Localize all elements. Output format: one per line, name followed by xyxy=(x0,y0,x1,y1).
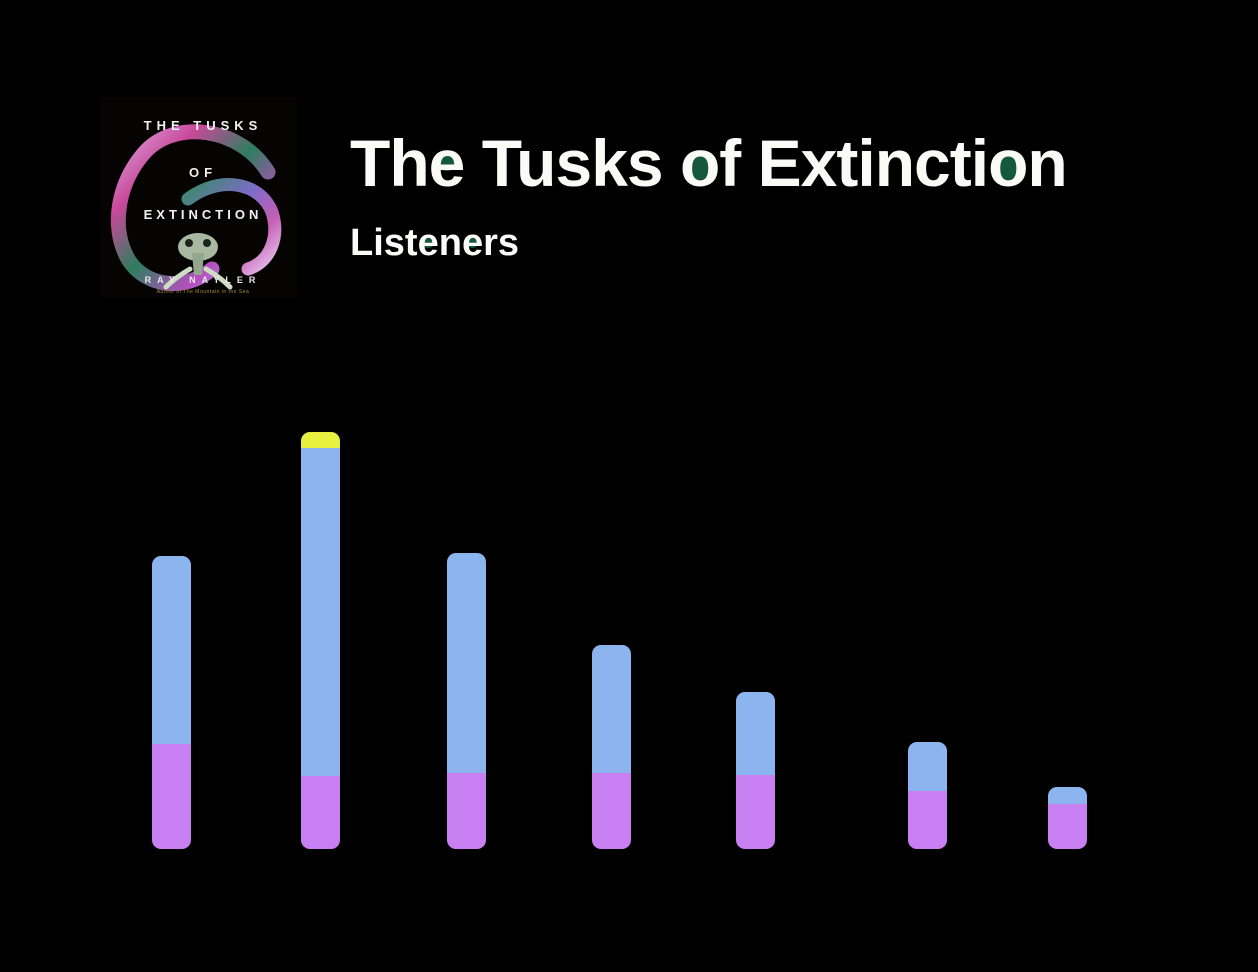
green-counter-letter: e xyxy=(461,222,484,264)
bar-segment-blue xyxy=(152,556,191,744)
green-counter-letter: e xyxy=(428,126,466,200)
stacked-bar xyxy=(1048,787,1087,849)
stacked-bar xyxy=(908,742,947,849)
bar-segment-blue xyxy=(736,692,775,775)
cover-title-line2: OF xyxy=(189,165,217,180)
bar-segment-purple xyxy=(908,791,947,849)
bar-segment-purple xyxy=(301,776,340,849)
green-counter-letter: e xyxy=(417,222,439,264)
bar-segment-purple xyxy=(152,744,191,849)
cover-author: RAY NAYLER xyxy=(145,275,262,285)
bar-segment-purple xyxy=(736,775,775,849)
page-title: The Tusks of Extinction xyxy=(350,126,1068,200)
stacked-bar xyxy=(152,556,191,849)
cover-title-line1: THE TUSKS xyxy=(144,118,263,133)
bar-segment-purple xyxy=(1048,804,1087,849)
book-cover: THE TUSKS OF EXTINCTION RAY NAYLER Autho… xyxy=(100,97,297,297)
bar-segment-yellow xyxy=(301,432,340,448)
book-cover-art: THE TUSKS OF EXTINCTION RAY NAYLER Autho… xyxy=(100,97,297,297)
bar-segment-purple xyxy=(592,773,631,849)
bar-segment-purple xyxy=(447,773,486,849)
page-subtitle: Listeners xyxy=(350,222,520,264)
outer-tusk-illustration xyxy=(110,124,276,291)
bar-segment-blue xyxy=(908,742,947,791)
stacked-bar xyxy=(736,692,775,849)
inner-tusk-illustration xyxy=(181,178,282,276)
green-counter-letter: o xyxy=(988,126,1028,200)
mammoth-skull-illustration xyxy=(163,233,233,290)
stacked-bar xyxy=(301,432,340,849)
stacked-bar xyxy=(447,553,486,849)
cover-title-line3: EXTINCTION xyxy=(144,207,263,222)
bar-segment-blue xyxy=(1048,787,1087,804)
green-counter-letter: o xyxy=(679,126,720,200)
bar-segment-blue xyxy=(301,448,340,776)
bar-segment-blue xyxy=(592,645,631,773)
stacked-bar xyxy=(592,645,631,849)
cover-caption: Author of The Mountain in the Sea xyxy=(157,289,250,295)
bar-segment-blue xyxy=(447,553,486,773)
